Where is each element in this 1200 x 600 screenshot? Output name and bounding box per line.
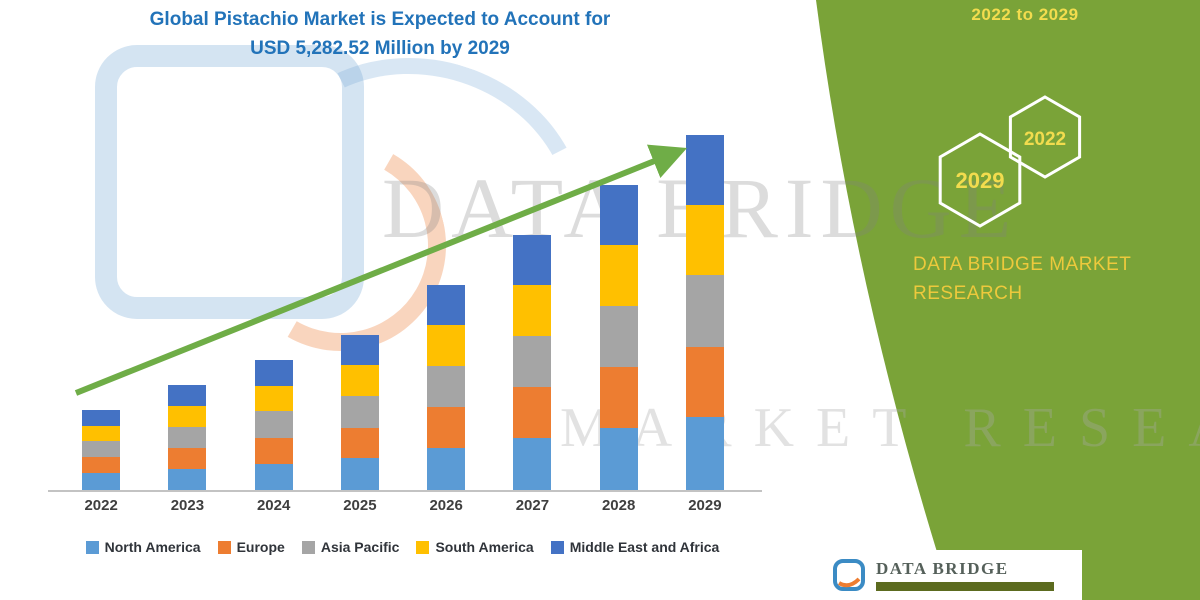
bar-segment-middle-east-and-africa (254, 360, 293, 386)
bar-2022 (82, 410, 121, 490)
bar-segment-middle-east-and-africa (513, 235, 552, 286)
legend-label: Middle East and Africa (569, 539, 720, 555)
legend-swatch (85, 540, 99, 554)
bar-segment-asia-pacific (599, 305, 638, 368)
chart-title-line-2: USD 5,282.52 Million by 2029 (250, 37, 510, 59)
bar-segment-south-america (513, 285, 552, 336)
chart-title-line-1: Global Pistachio Market is Expected to A… (149, 9, 611, 30)
legend-label: Europe (236, 539, 285, 555)
x-tick-2023: 2023 (170, 497, 205, 514)
data-bridge-logo-icon (833, 559, 865, 591)
bar-segment-europe (254, 437, 293, 464)
bar-segment-south-america (82, 425, 121, 442)
bar-segment-north-america (427, 448, 466, 490)
bar-segment-south-america (168, 405, 207, 427)
bar-segment-asia-pacific (340, 396, 379, 428)
footer-brand-name: DATA BRIDGE (876, 559, 1009, 578)
bar-segment-europe (168, 447, 207, 469)
bar-segment-asia-pacific (513, 335, 552, 388)
legend-item-asia-pacific: Asia Pacific (301, 539, 400, 555)
legend-item-south-america: South America (416, 539, 534, 555)
bar-segment-europe (427, 407, 466, 448)
bar-2023 (168, 385, 207, 490)
bar-segment-middle-east-and-africa (599, 184, 638, 246)
bar-segment-europe (513, 387, 552, 438)
bar-segment-south-america (254, 385, 293, 412)
legend-swatch (301, 540, 315, 554)
bar-segment-asia-pacific (427, 366, 466, 408)
bar-segment-south-america (427, 325, 466, 367)
x-tick-2025: 2025 (343, 497, 377, 514)
hexagon-2022-label: 2022 (1024, 129, 1066, 150)
bar-segment-south-america (340, 365, 379, 397)
bar-segment-asia-pacific (685, 275, 724, 347)
x-tick-2024: 2024 (256, 497, 291, 514)
footer-logo-card: DATA BRIDGE (818, 550, 1082, 600)
legend-label: South America (435, 539, 534, 555)
bar-segment-north-america (340, 458, 379, 490)
bar-segment-europe (340, 427, 379, 459)
plot-area (58, 130, 748, 490)
x-tick-2028: 2028 (601, 497, 636, 514)
legend-swatch (550, 540, 564, 554)
legend-item-europe: Europe (217, 539, 285, 555)
bar-2025 (340, 335, 379, 490)
x-tick-2026: 2026 (429, 497, 463, 514)
bar-segment-middle-east-and-africa (427, 285, 466, 326)
legend-swatch (416, 540, 430, 554)
legend-item-middle-east-and-africa: Middle East and Africa (550, 539, 720, 555)
bar-segment-north-america (82, 473, 121, 490)
legend-label: Asia Pacific (320, 539, 400, 555)
bar-segment-north-america (168, 468, 207, 490)
bar-segment-north-america (513, 437, 552, 490)
bar-segment-asia-pacific (254, 411, 293, 438)
forecast-range-label: 2022 to 2029 (971, 5, 1079, 24)
bar-2026 (427, 285, 466, 490)
bar-2027 (513, 235, 552, 490)
x-tick-2022: 2022 (84, 497, 118, 514)
bar-segment-north-america (599, 427, 638, 490)
bar-segment-europe (82, 457, 121, 474)
bar-segment-middle-east-and-africa (82, 410, 121, 426)
bar-segment-asia-pacific (168, 426, 207, 448)
panel-brand-text: DATA BRIDGE MARKET RESEARCH (913, 250, 1153, 309)
x-axis-line (48, 490, 762, 492)
panel-brand-line-2: RESEARCH (913, 283, 1023, 305)
legend-swatch (217, 540, 231, 554)
bar-2028 (599, 184, 638, 490)
legend: North America Europe Asia Pacific South Ame… (30, 539, 775, 555)
bar-segment-asia-pacific (82, 441, 121, 458)
panel-brand-line-1: DATA BRIDGE MARKET (913, 254, 1132, 275)
bar-segment-europe (599, 367, 638, 428)
footer-text-column: DATA BRIDGE (876, 559, 1054, 591)
legend-label: North America (104, 539, 201, 555)
legend-item-north-america: North America (85, 539, 201, 555)
chart-title: Global Pistachio Market is Expected to A… (70, 6, 690, 63)
hexagon-badges: 2029 2022 (938, 95, 1082, 228)
bar-segment-south-america (685, 204, 724, 276)
x-tick-2027: 2027 (515, 497, 550, 514)
footer-brand-strip (876, 582, 1054, 591)
x-tick-2029: 2029 (688, 497, 722, 514)
bar-2029 (685, 135, 724, 490)
bar-segment-middle-east-and-africa (340, 335, 379, 366)
bar-2024 (254, 360, 293, 490)
bar-segment-south-america (599, 245, 638, 306)
hexagon-2029-label: 2029 (956, 168, 1005, 193)
bar-segment-north-america (685, 417, 724, 490)
bar-segment-europe (685, 346, 724, 418)
bar-segment-north-america (254, 463, 293, 490)
bar-segment-middle-east-and-africa (168, 385, 207, 406)
bar-segment-middle-east-and-africa (685, 135, 724, 205)
x-axis-labels: 2022 2023 2024 2025 2026 2027 2028 2029 (58, 497, 748, 514)
